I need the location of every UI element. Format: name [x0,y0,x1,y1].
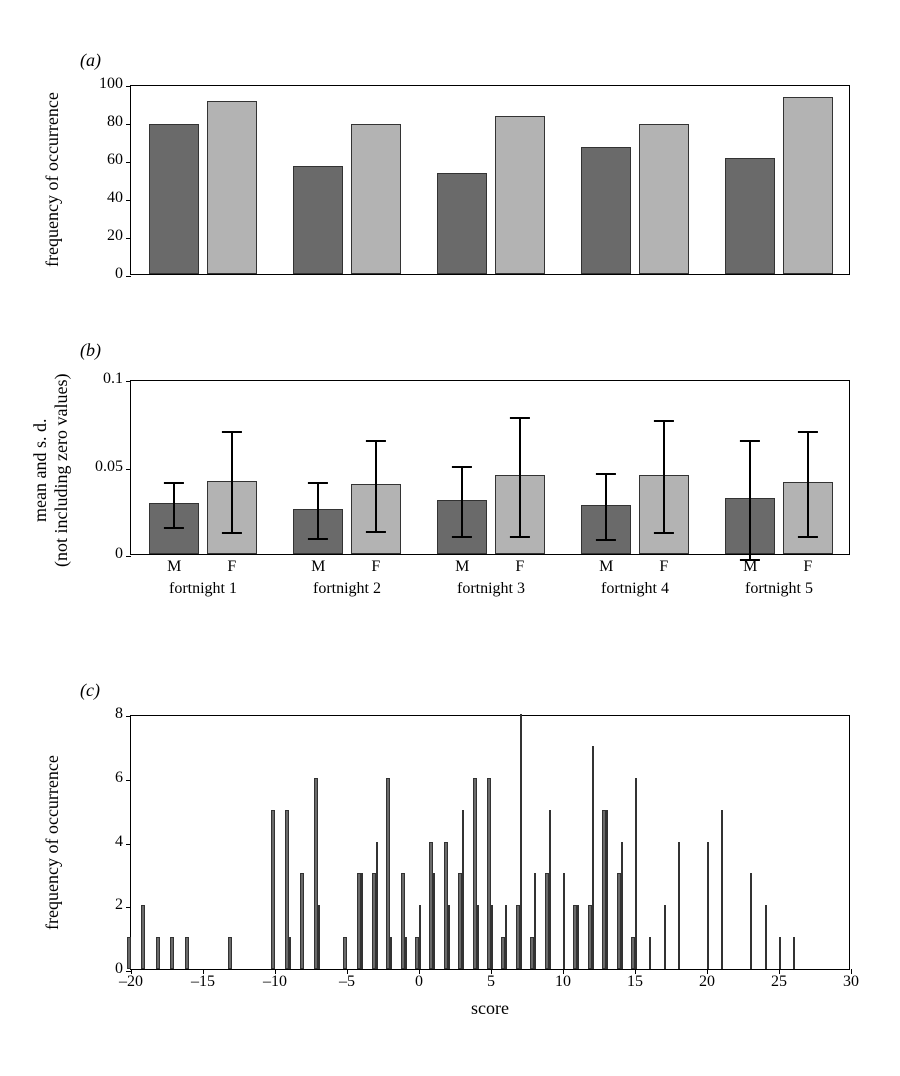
chart-c-xtick: 20 [699,973,715,991]
chart-a-ytick: 20 [107,227,123,245]
chart-c-bar-light [318,905,320,969]
chart-c-bar-dark [343,937,347,969]
chart-b-grouplabel: fortnight 3 [457,580,525,598]
chart-c-xtick: –20 [119,973,143,991]
chart-c-bar-dark [156,937,160,969]
chart-c-bar-light [534,873,536,969]
chart-a-bar [725,158,775,274]
chart-b-sublabel: F [803,558,812,576]
chart-c-bar-light [390,937,392,969]
chart-a-ylabel: frequency of occurrence [42,85,63,275]
chart-c-bar-light [621,842,623,970]
chart-b-sublabel: M [311,558,325,576]
chart-a-bar [351,124,401,274]
chart-c-bar-light [419,905,421,969]
chart-c-bar-light [592,746,594,969]
chart-b-sublabel: M [167,558,181,576]
chart-c-bar-light [361,873,363,969]
chart-c-xtick: 30 [843,973,859,991]
chart-a-ytick: 40 [107,189,123,207]
chart-a-bar [437,173,487,274]
chart-c-bar-light [635,778,637,969]
chart-c-bar-dark [271,810,275,969]
chart-b-grouplabel: fortnight 1 [169,580,237,598]
chart-c-bar-light [779,937,781,969]
chart-c-bar-light [765,905,767,969]
chart-c-bar-light [405,937,407,969]
chart-b-sublabel: F [227,558,236,576]
chart-c-xtick: 15 [627,973,643,991]
chart-a-bar [149,124,199,274]
chart-b-grouplabel: fortnight 2 [313,580,381,598]
chart-c-bar-light [520,714,522,969]
panel-b-label: (b) [80,340,101,361]
chart-c-bar-light [750,873,752,969]
chart-a-ytick: 80 [107,113,123,131]
chart-c-xtick: 5 [487,973,495,991]
chart-c-bar-light [505,905,507,969]
chart-c-bar-light [289,937,291,969]
chart-c-bar-light [721,810,723,969]
chart-c-bar-light [448,905,450,969]
chart-b: 00.050.1MFfortnight 1MFfortnight 2MFfort… [130,380,850,555]
chart-c-bar-light [664,905,666,969]
chart-c-bar-dark [300,873,304,969]
chart-c-xtick: –5 [339,973,355,991]
chart-c-ytick: 4 [115,833,123,851]
chart-c-bar-light [707,842,709,970]
chart-c-bar-dark [141,905,145,969]
panel-c-label: (c) [80,680,100,701]
panel-a-label: (a) [80,50,101,71]
chart-b-sublabel: F [515,558,524,576]
chart-c-xtick: –10 [263,973,287,991]
chart-c-bar-dark [170,937,174,969]
chart-b-ytick: 0.05 [95,458,123,476]
chart-c-bar-light [462,810,464,969]
chart-b-sublabel: M [599,558,613,576]
chart-c-bar-light [549,810,551,969]
chart-a-ytick: 0 [115,265,123,283]
chart-c-xlabel: score [130,998,850,1019]
chart-c-xtick: 25 [771,973,787,991]
chart-a-bar [581,147,631,274]
chart-c-ylabel: frequency of occurrence [42,715,63,970]
chart-b-ytick: 0.1 [103,370,123,388]
chart-a-ytick: 100 [99,75,123,93]
chart-a-bar [495,116,545,274]
chart-c-bar-light [606,810,608,969]
chart-c-bar-dark [127,937,131,969]
chart-c-xtick: –15 [191,973,215,991]
chart-c-ytick: 8 [115,705,123,723]
chart-c-xtick: 10 [555,973,571,991]
chart-a-bar [207,101,257,274]
chart-c-bar-light [793,937,795,969]
chart-a-bar [783,97,833,274]
chart-c-bar-light [433,873,435,969]
chart-a-bar [293,166,343,274]
chart-c-bar-dark [185,937,189,969]
chart-c-bar-light [563,873,565,969]
chart-c: 02468–20–15–10–5051015202530 [130,715,850,970]
chart-b-ytick: 0 [115,545,123,563]
chart-c-ytick: 6 [115,769,123,787]
chart-a-bar [639,124,689,274]
chart-b-sublabel: M [455,558,469,576]
chart-c-bar-light [649,937,651,969]
chart-c-bar-light [678,842,680,970]
chart-c-xtick: 0 [415,973,423,991]
chart-b-sublabel: M [743,558,757,576]
chart-c-bar-light [376,842,378,970]
chart-c-bar-light [477,905,479,969]
chart-a-ytick: 60 [107,151,123,169]
chart-c-bar-light [577,905,579,969]
chart-a: 020406080100 [130,85,850,275]
chart-b-grouplabel: fortnight 5 [745,580,813,598]
chart-b-sublabel: F [371,558,380,576]
chart-c-bar-dark [228,937,232,969]
chart-c-ytick: 2 [115,896,123,914]
chart-b-sublabel: F [659,558,668,576]
chart-c-bar-light [491,905,493,969]
chart-b-grouplabel: fortnight 4 [601,580,669,598]
chart-b-ylabel: mean and s. d. (not including zero value… [30,365,72,575]
